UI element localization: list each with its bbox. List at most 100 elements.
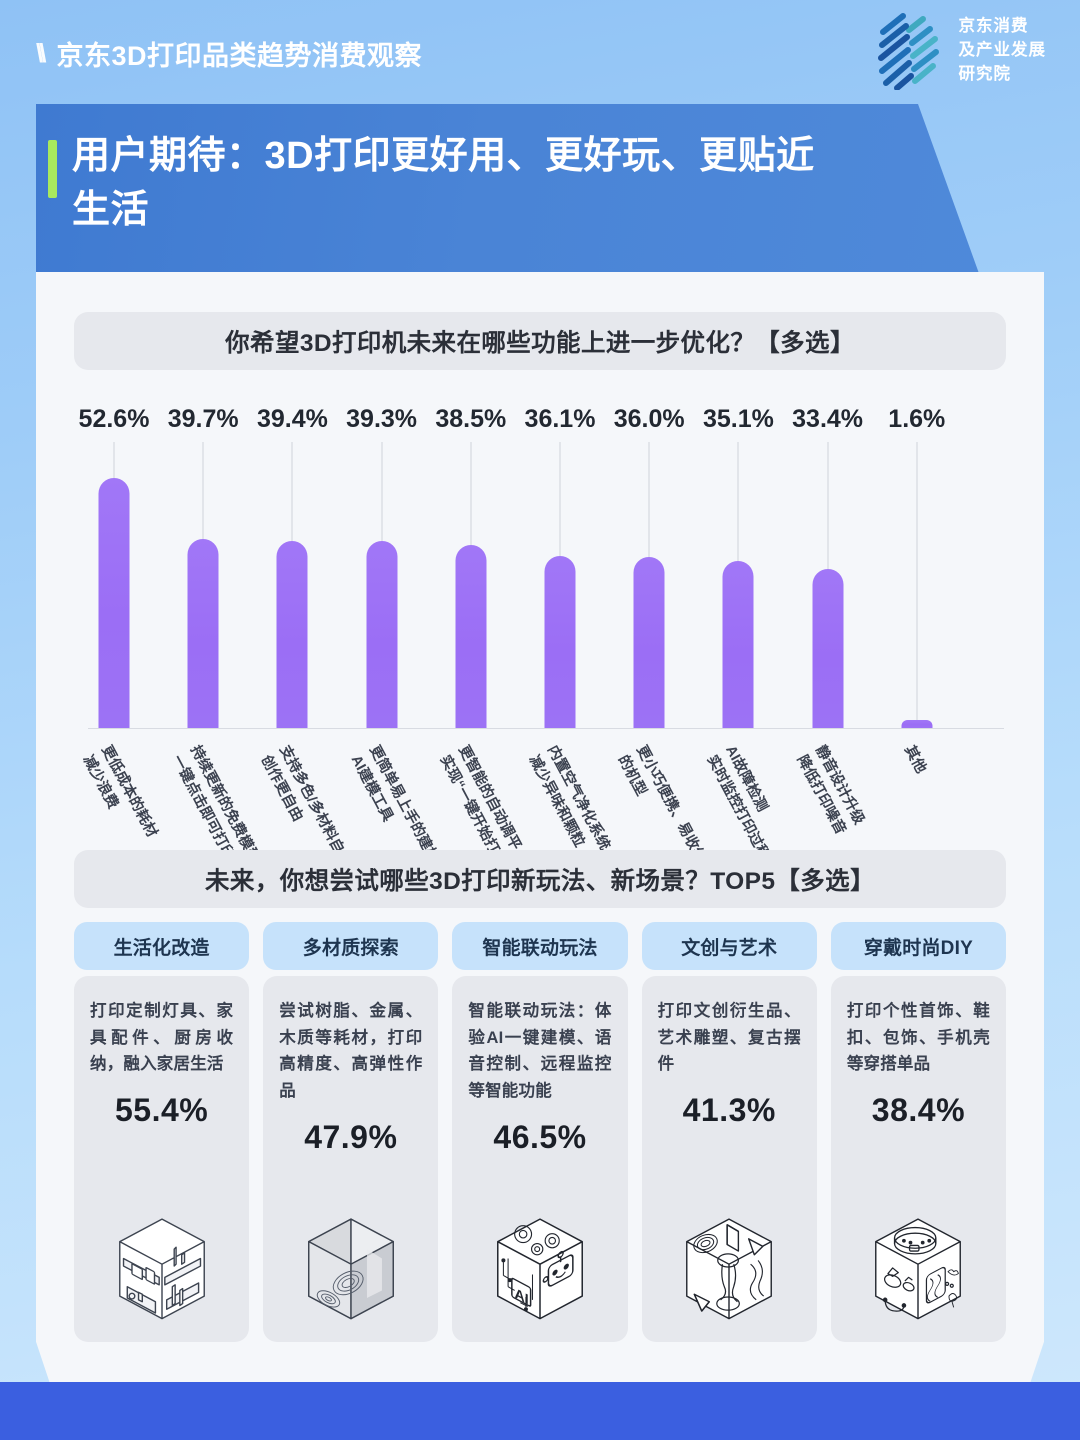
card-body: 智能联动玩法：体验AI一键建模、语音控制、远程监控等智能功能 46.5% AI <box>452 976 628 1342</box>
card-title-pill: 文创与艺术 <box>641 922 817 970</box>
bar-value-label: 35.1% <box>702 405 774 433</box>
card-description: 智能联动玩法：体验AI一键建模、语音控制、远程监控等智能功能 <box>468 1002 612 1101</box>
brand-title: 京东3D打印品类趋势消费观察 <box>56 41 422 71</box>
bar-category-label: 静音设计升级 降低打印噪音 <box>790 742 868 839</box>
bar-leader-line <box>291 442 293 541</box>
bar-category-label: 内置空气净化系统 减少异味和颗粒 <box>523 742 615 864</box>
bar-group: 39.4% 支持多色/多材料自动打印 创作更自由 <box>257 405 367 895</box>
chart-baseline <box>88 728 1004 729</box>
logo-text-line-1: 京东消费 <box>958 17 1029 36</box>
card-percentage: 47.9% <box>304 1118 398 1155</box>
top5-card: 智能联动玩法智能联动玩法：体验AI一键建模、语音控制、远程监控等智能功能 46.5… <box>452 922 628 1342</box>
bar-value-label: 1.6% <box>888 405 946 433</box>
bar-leader-line <box>202 442 204 540</box>
top5-card-row: 生活化改造打印定制灯具、家具配件、厨房收纳，融入家居生活 55.4% 多材质探索尝… <box>74 922 1007 1342</box>
material-texture-cube-icon <box>279 1188 422 1328</box>
bar-category-label: 其他 <box>898 742 930 777</box>
logo-text: 京东消费 及产业发展 研究院 <box>959 15 1047 87</box>
question-1-heading: 你希望3D打印机未来在哪些功能上进一步优化？【多选】 <box>74 312 1006 370</box>
bar-leader-line <box>559 442 561 557</box>
top5-card: 多材质探索尝试树脂、金属、木质等耗材，打印高精度、高弹性作品 47.9% <box>263 922 439 1342</box>
bar-group: 52.6% 更低成本的耗材 减少浪费 <box>79 405 160 840</box>
card-body: 打印定制灯具、家具配件、厨房收纳，融入家居生活 55.4% <box>74 976 250 1342</box>
card-title-text: 文创与艺术 <box>681 937 778 959</box>
bar-leader-line <box>916 442 918 721</box>
content-panel: 你希望3D打印机未来在哪些功能上进一步优化？【多选】 52.6% 更低成本的耗材减… <box>36 272 1044 1384</box>
question-2-heading: 未来，你想尝试哪些3D打印新玩法、新场景？TOP5【多选】 <box>74 850 1006 908</box>
bar-group: 39.3% 更简单易上手的建模软件/AI建模工具 <box>346 405 456 895</box>
question-1-heading-text: 你希望3D打印机未来在哪些功能上进一步优化？【多选】 <box>225 329 855 357</box>
bar <box>187 539 219 728</box>
bar-group: 39.7% 持续更新的免费模型库 一键点击即可打印 <box>168 405 270 878</box>
bar-leader-line <box>737 442 739 561</box>
bar <box>812 569 844 728</box>
logo-text-line-3: 研究院 <box>958 64 1011 83</box>
bar-value-label: 39.3% <box>346 405 418 433</box>
bar-leader-line <box>827 442 829 570</box>
card-percentage: 41.3% <box>682 1092 776 1129</box>
ai-robot-cube-icon: AI <box>468 1188 611 1328</box>
bar <box>98 477 130 728</box>
card-body: 打印文创衍生品、艺术雕塑、复古摆件 41.3% <box>641 976 817 1342</box>
optimization-bar-chart: 52.6% 更低成本的耗材 减少浪费 39.7% 持续更新的免费模型库 一键点击即可打印 3… <box>36 382 1044 895</box>
card-body: 尝试树脂、金属、木质等耗材，打印高精度、高弹性作品 47.9% <box>263 976 439 1342</box>
card-title-pill: 穿戴时尚DIY <box>830 922 1007 970</box>
bar <box>366 541 398 728</box>
bar-leader-line <box>113 442 115 478</box>
top5-card: 生活化改造打印定制灯具、家具配件、厨房收纳，融入家居生活 55.4% <box>74 922 250 1342</box>
logo-text-line-2: 及产业发展 <box>958 41 1046 60</box>
card-title-pill: 智能联动玩法 <box>452 922 628 970</box>
diagonal-stripes-logo-icon <box>873 12 947 91</box>
card-description: 打印文创衍生品、艺术雕塑、复古摆件 <box>657 1002 801 1074</box>
bar <box>455 544 487 728</box>
bar-category-label: 更低成本的耗材 减少浪费 <box>77 742 162 851</box>
card-percentage: 55.4% <box>114 1092 209 1129</box>
card-title-pill: 多材质探索 <box>263 922 439 970</box>
card-title-text: 智能联动玩法 <box>482 937 598 959</box>
bar-value-label: 39.7% <box>167 405 239 433</box>
card-title-pill: 生活化改造 <box>74 922 250 970</box>
card-body: 打印个性首饰、鞋扣、包饰、手机壳等穿搭单品 38.4% <box>830 976 1007 1342</box>
bar-leader-line <box>470 442 472 545</box>
card-title-text: 多材质探索 <box>302 937 399 959</box>
page-title: 用户期待：3D打印更好用、更好玩、更贴近生活 <box>72 135 815 231</box>
question-2-heading-text: 未来，你想尝试哪些3D打印新玩法、新场景？TOP5【多选】 <box>205 867 875 895</box>
bar <box>633 556 665 728</box>
double-slash-icon: \\ <box>36 38 47 68</box>
card-description: 尝试树脂、金属、木质等耗材，打印高精度、高弹性作品 <box>279 1002 423 1101</box>
bar <box>901 720 933 728</box>
institute-logo: 京东消费 及产业发展 研究院 <box>873 12 1047 91</box>
kitchen-shelf-cube-icon <box>90 1188 233 1328</box>
bar-value-label: 36.1% <box>524 405 596 433</box>
bar-category-line: 其他 <box>900 742 929 777</box>
bar-category-label: AI故障检测 实时监控打印过程 <box>701 742 793 864</box>
bar-leader-line <box>648 442 650 557</box>
top5-card: 穿戴时尚DIY 打印个性首饰、鞋扣、包饰、手机壳等穿搭单品 38.4% <box>830 922 1007 1342</box>
bar-value-label: 38.5% <box>435 405 507 433</box>
card-description: 打印个性首饰、鞋扣、包饰、手机壳等穿搭单品 <box>846 1002 991 1074</box>
bar <box>276 540 308 728</box>
art-sculpture-cube-icon <box>658 1188 801 1328</box>
title-accent-bar <box>48 140 57 198</box>
card-title-text: 生活化改造 <box>113 937 210 959</box>
bar-leader-line <box>381 442 383 541</box>
bar-value-label: 52.6% <box>78 405 150 433</box>
jewelry-accessory-cube-icon <box>847 1188 990 1328</box>
bar-group: 36.1% 内置空气净化系统 减少异味和颗粒 <box>525 405 613 853</box>
svg-text:AI: AI <box>515 1285 529 1308</box>
card-title-text: 穿戴时尚DIY <box>863 937 973 959</box>
brand-line: \\ 京东3D打印品类趋势消费观察 <box>36 34 422 73</box>
title-band: 用户期待：3D打印更好用、更好玩、更贴近生活 <box>36 104 979 272</box>
bar <box>722 560 754 728</box>
page-header: \\ 京东3D打印品类趋势消费观察 <box>0 0 1080 104</box>
card-percentage: 38.4% <box>871 1092 966 1129</box>
bar-value-label: 33.4% <box>792 405 864 433</box>
card-percentage: 46.5% <box>493 1118 587 1155</box>
bar-group: 35.1% AI故障检测 实时监控打印过程 <box>703 405 774 863</box>
bar-group: 33.4% 静音设计升级 降低打印噪音 <box>792 405 867 837</box>
top5-card: 文创与艺术打印文创衍生品、艺术雕塑、复古摆件 41.3% <box>641 922 817 1342</box>
bar-value-label: 39.4% <box>256 405 328 433</box>
bar-group: 36.0% 更小巧便携、易收纳 的机型 <box>614 405 709 866</box>
card-description: 打印定制灯具、家具配件、厨房收纳，融入家居生活 <box>90 1002 234 1074</box>
bar-group: 1.6% 其他 <box>882 405 952 776</box>
